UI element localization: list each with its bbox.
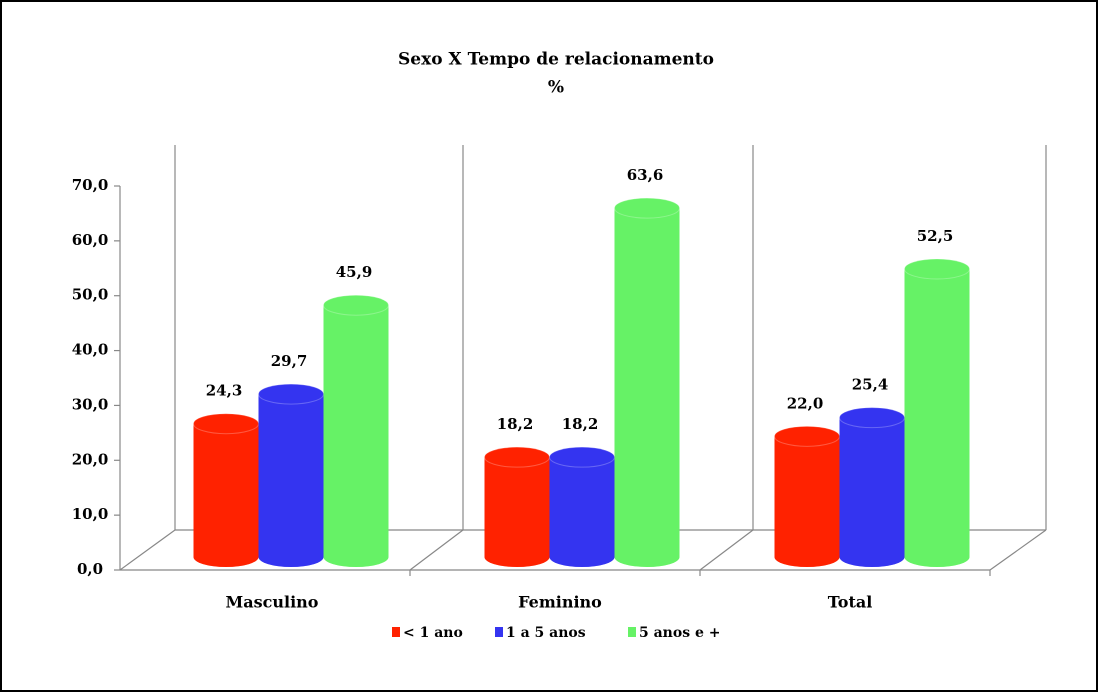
value-label: 24,3 <box>206 382 243 400</box>
cylinder <box>323 294 389 567</box>
cylinder <box>549 446 615 567</box>
cylinder <box>839 407 905 567</box>
y-tick-label: 30,0 <box>72 395 109 413</box>
cylinder-top <box>193 413 259 435</box>
cylinder-top <box>774 425 840 447</box>
cylinder-top <box>904 258 970 280</box>
cylinder <box>484 446 550 567</box>
cylinder-top <box>258 383 324 405</box>
cylinder-shade <box>549 457 615 567</box>
chart-subtitle: % <box>548 78 564 98</box>
value-label: 18,2 <box>562 415 599 433</box>
value-label: 22,0 <box>787 394 824 412</box>
cylinder <box>904 258 970 567</box>
cylinder <box>258 383 324 567</box>
value-label: 63,6 <box>627 166 664 184</box>
y-tick-label: 40,0 <box>72 341 109 359</box>
cylinder-top <box>614 197 680 219</box>
legend-swatch <box>628 627 636 637</box>
legend-swatch <box>495 627 503 637</box>
y-tick-label: 60,0 <box>72 231 109 249</box>
value-label: 18,2 <box>497 415 534 433</box>
value-label: 29,7 <box>271 352 308 370</box>
legend-swatch <box>392 627 400 637</box>
cylinder-shade <box>839 417 905 567</box>
legend-label: 5 anos e + <box>639 625 720 641</box>
cylinder-shade <box>904 269 970 567</box>
cylinder-top <box>549 446 615 468</box>
x-tick-label: Masculino <box>226 593 319 612</box>
x-tick-label: Feminino <box>518 593 602 612</box>
cylinder-shade <box>614 208 680 567</box>
cylinder-top <box>839 407 905 429</box>
value-label: 45,9 <box>336 263 373 281</box>
cylinder-shade <box>193 423 259 567</box>
cylinder-shade <box>774 436 840 567</box>
cylinder <box>193 413 259 567</box>
x-tick-label: Total <box>828 593 873 612</box>
chart-title: Sexo X Tempo de relacionamento <box>398 50 714 70</box>
y-tick-label: 20,0 <box>72 450 109 468</box>
cylinder <box>774 425 840 567</box>
y-tick-label: 0,0 <box>77 560 103 578</box>
y-tick-label: 70,0 <box>72 176 109 194</box>
value-label: 52,5 <box>917 227 954 245</box>
cylinder-top <box>484 446 550 468</box>
cylinder <box>614 197 680 567</box>
legend-label: < 1 ano <box>403 625 463 641</box>
y-tick-label: 50,0 <box>72 286 109 304</box>
value-label: 25,4 <box>852 376 889 394</box>
cylinder-shade <box>323 305 389 567</box>
cylinder-shade <box>258 394 324 567</box>
y-tick-label: 10,0 <box>72 505 109 523</box>
cylinder-top <box>323 294 389 316</box>
cylinder-shade <box>484 457 550 567</box>
legend-label: 1 a 5 anos <box>506 625 586 641</box>
